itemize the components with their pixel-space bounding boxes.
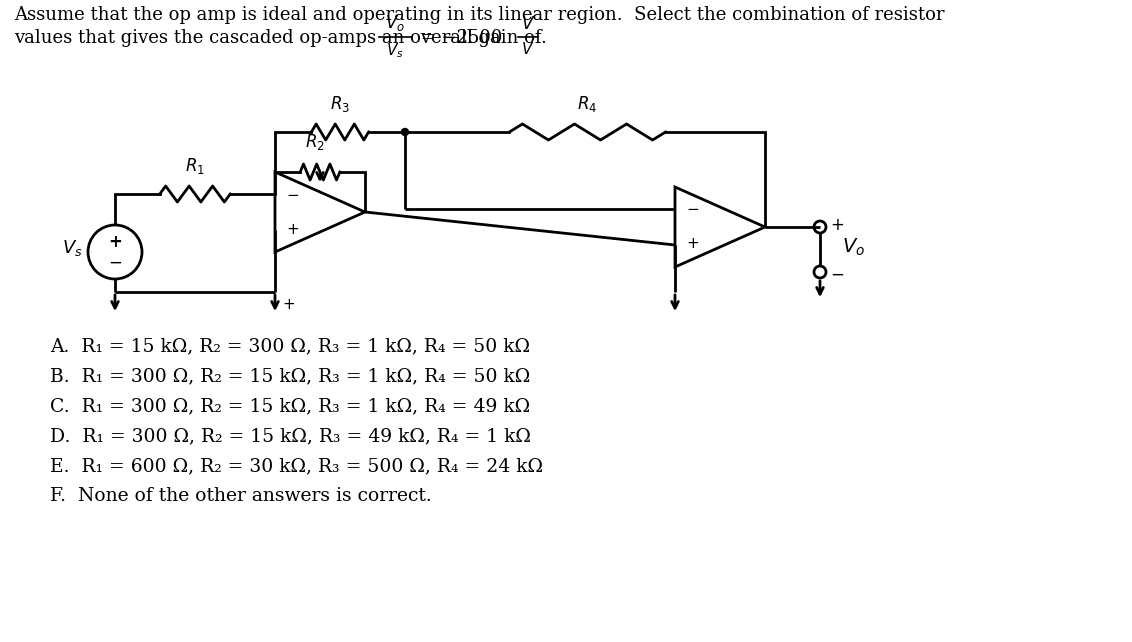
Text: $R_1$: $R_1$ — [185, 156, 205, 176]
Text: $V$: $V$ — [522, 41, 534, 57]
Text: $V_s$: $V_s$ — [386, 41, 404, 60]
Text: +: + — [108, 233, 122, 251]
Text: Assume that the op amp is ideal and operating in its linear region.  Select the : Assume that the op amp is ideal and oper… — [14, 6, 944, 24]
Text: $R_3$: $R_3$ — [331, 94, 350, 114]
Text: $-$: $-$ — [830, 265, 844, 283]
Text: C.  R₁ = 300 Ω, R₂ = 15 kΩ, R₃ = 1 kΩ, R₄ = 49 kΩ: C. R₁ = 300 Ω, R₂ = 15 kΩ, R₃ = 1 kΩ, R₄… — [50, 397, 530, 415]
Text: $R_4$: $R_4$ — [577, 94, 598, 114]
Text: $V$: $V$ — [521, 15, 535, 33]
Text: $V_o$: $V_o$ — [385, 13, 405, 33]
Text: A.  R₁ = 15 kΩ, R₂ = 300 Ω, R₃ = 1 kΩ, R₄ = 50 kΩ: A. R₁ = 15 kΩ, R₂ = 300 Ω, R₃ = 1 kΩ, R₄… — [50, 337, 530, 355]
Text: $+$: $+$ — [686, 236, 700, 252]
Text: D.  R₁ = 300 Ω, R₂ = 15 kΩ, R₃ = 49 kΩ, R₄ = 1 kΩ: D. R₁ = 300 Ω, R₂ = 15 kΩ, R₃ = 49 kΩ, R… — [50, 427, 531, 445]
Text: $-$: $-$ — [286, 186, 299, 200]
Text: $R_2$: $R_2$ — [306, 132, 325, 152]
Text: $V_o$: $V_o$ — [842, 236, 865, 257]
Text: $V_s$: $V_s$ — [62, 238, 83, 258]
Circle shape — [402, 128, 409, 135]
Text: $-$: $-$ — [686, 200, 700, 216]
Text: values that gives the cascaded op-amps an overall gain of: values that gives the cascaded op-amps a… — [14, 29, 541, 47]
Text: = −2500: = −2500 — [415, 29, 508, 47]
Text: $+$: $+$ — [286, 221, 299, 236]
Text: .: . — [540, 29, 546, 47]
Text: E.  R₁ = 600 Ω, R₂ = 30 kΩ, R₃ = 500 Ω, R₄ = 24 kΩ: E. R₁ = 600 Ω, R₂ = 30 kΩ, R₃ = 500 Ω, R… — [50, 457, 543, 475]
Text: B.  R₁ = 300 Ω, R₂ = 15 kΩ, R₃ = 1 kΩ, R₄ = 50 kΩ: B. R₁ = 300 Ω, R₂ = 15 kΩ, R₃ = 1 kΩ, R₄… — [50, 367, 530, 385]
Text: $-$: $-$ — [108, 253, 122, 271]
Text: $+$: $+$ — [282, 297, 295, 312]
Text: F.  None of the other answers is correct.: F. None of the other answers is correct. — [50, 487, 431, 505]
Text: $+$: $+$ — [830, 216, 844, 234]
